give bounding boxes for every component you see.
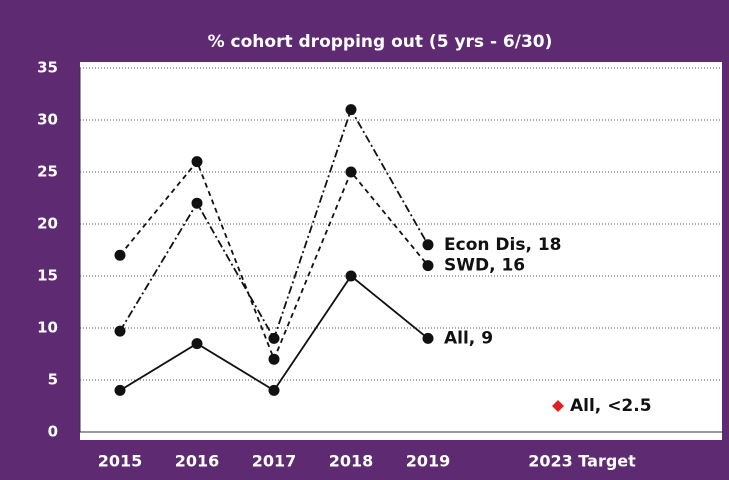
point <box>114 384 126 396</box>
y-tick-label: 20 <box>37 215 58 233</box>
y-tick-label: 0 <box>48 423 58 441</box>
point <box>191 156 203 168</box>
x-tick-label: 2017 <box>252 452 297 471</box>
point <box>345 104 357 116</box>
point <box>114 249 126 261</box>
y-tick-label: 30 <box>37 111 58 129</box>
data-label: All, <2.5 <box>570 396 652 416</box>
data-label: All, 9 <box>444 328 493 348</box>
y-tick-label: 35 <box>37 59 58 77</box>
point <box>422 260 434 272</box>
x-tick-label: 2019 <box>406 452 451 471</box>
plot-area <box>80 62 722 440</box>
y-tick-label: 15 <box>37 267 58 285</box>
point <box>268 332 280 344</box>
data-label: SWD, 16 <box>444 256 525 276</box>
point <box>191 338 203 350</box>
point <box>552 400 564 412</box>
y-tick-label: 5 <box>48 371 58 389</box>
point <box>422 332 434 344</box>
x-tick-label: 2018 <box>329 452 374 471</box>
y-tick-label: 25 <box>37 163 58 181</box>
chart-title: % cohort dropping out (5 yrs - 6/30) <box>208 32 553 52</box>
point <box>345 166 357 178</box>
point <box>268 384 280 396</box>
point <box>191 197 203 209</box>
point <box>422 239 434 251</box>
point <box>268 353 280 365</box>
point <box>345 270 357 282</box>
x-tick-label: 2015 <box>98 452 143 471</box>
point <box>114 325 126 337</box>
data-label: Econ Dis, 18 <box>444 235 561 255</box>
x-tick-label: 2023 Target <box>528 452 636 471</box>
y-tick-label: 10 <box>37 319 58 337</box>
x-tick-label: 2016 <box>175 452 220 471</box>
